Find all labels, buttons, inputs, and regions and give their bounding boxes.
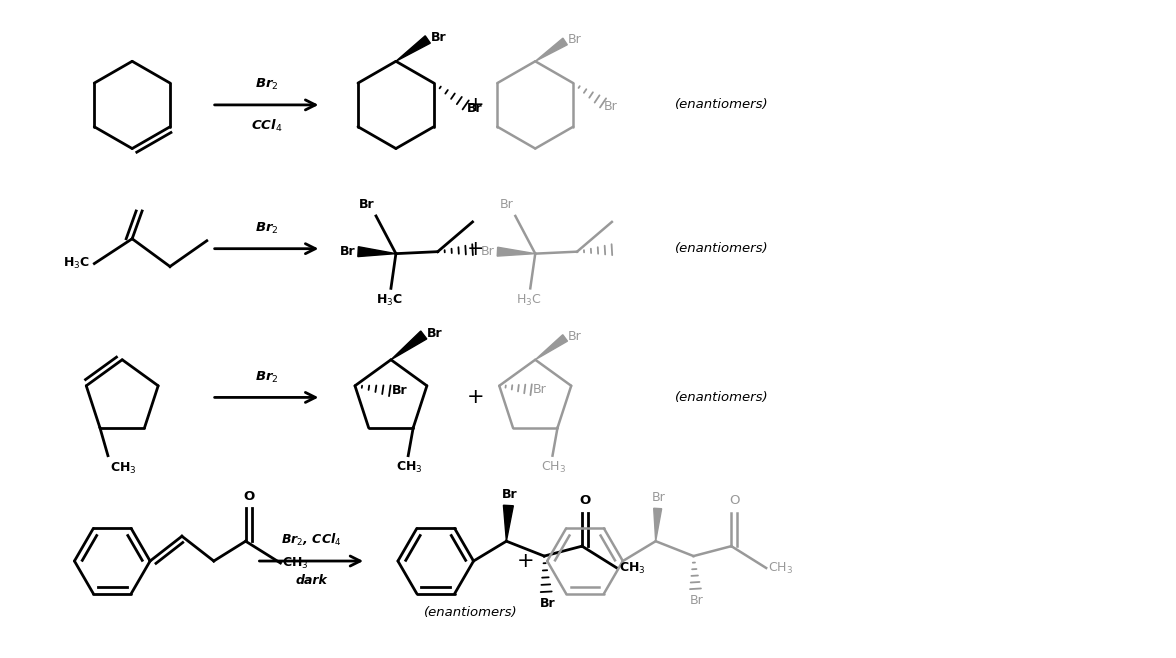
- Text: CH$_3$: CH$_3$: [282, 555, 309, 570]
- Text: Br: Br: [430, 31, 447, 44]
- Text: Br: Br: [500, 198, 514, 211]
- Polygon shape: [497, 247, 535, 256]
- Text: CH$_3$: CH$_3$: [541, 460, 566, 474]
- Text: +: +: [467, 388, 485, 407]
- Text: O: O: [729, 494, 740, 507]
- Text: Br: Br: [481, 245, 494, 258]
- Text: Br$_2$: Br$_2$: [255, 77, 279, 92]
- Text: Br: Br: [652, 490, 666, 503]
- Text: Br: Br: [392, 384, 407, 397]
- Text: Br: Br: [540, 597, 555, 610]
- Text: H$_3$C: H$_3$C: [375, 293, 402, 309]
- Text: H$_3$C: H$_3$C: [515, 293, 541, 309]
- Text: Br$_2$: Br$_2$: [255, 369, 279, 384]
- Text: CCl$_4$: CCl$_4$: [250, 118, 282, 134]
- Text: +: +: [467, 239, 485, 259]
- Text: Br: Br: [359, 198, 374, 211]
- Text: Br: Br: [340, 245, 355, 258]
- Text: CH$_3$: CH$_3$: [768, 561, 794, 576]
- Text: Br: Br: [604, 101, 617, 113]
- Text: Br: Br: [427, 328, 442, 340]
- Text: Br: Br: [467, 103, 482, 115]
- Text: (enantiomers): (enantiomers): [675, 242, 768, 255]
- Text: CH$_3$: CH$_3$: [619, 561, 646, 576]
- Text: (enantiomers): (enantiomers): [675, 391, 768, 404]
- Polygon shape: [535, 335, 568, 360]
- Polygon shape: [503, 505, 514, 541]
- Text: CH$_3$: CH$_3$: [109, 461, 136, 476]
- Text: H$_3$C: H$_3$C: [64, 256, 91, 271]
- Polygon shape: [390, 331, 427, 360]
- Polygon shape: [535, 38, 567, 61]
- Text: Br: Br: [689, 594, 703, 607]
- Polygon shape: [654, 508, 662, 541]
- Text: Br: Br: [568, 330, 582, 343]
- Text: Br: Br: [533, 383, 547, 396]
- Text: Br$_2$, CCl$_4$: Br$_2$, CCl$_4$: [281, 532, 341, 548]
- Text: dark: dark: [295, 574, 327, 587]
- Text: (enantiomers): (enantiomers): [423, 606, 517, 619]
- Text: Br$_2$: Br$_2$: [255, 220, 279, 236]
- Text: +: +: [467, 95, 485, 115]
- Text: Br: Br: [501, 488, 517, 501]
- Polygon shape: [396, 36, 430, 61]
- Text: Br: Br: [568, 33, 582, 46]
- Text: CH$_3$: CH$_3$: [396, 460, 422, 474]
- Polygon shape: [358, 247, 396, 257]
- Text: +: +: [516, 551, 534, 571]
- Text: O: O: [580, 494, 590, 507]
- Text: O: O: [243, 490, 254, 503]
- Text: (enantiomers): (enantiomers): [675, 99, 768, 111]
